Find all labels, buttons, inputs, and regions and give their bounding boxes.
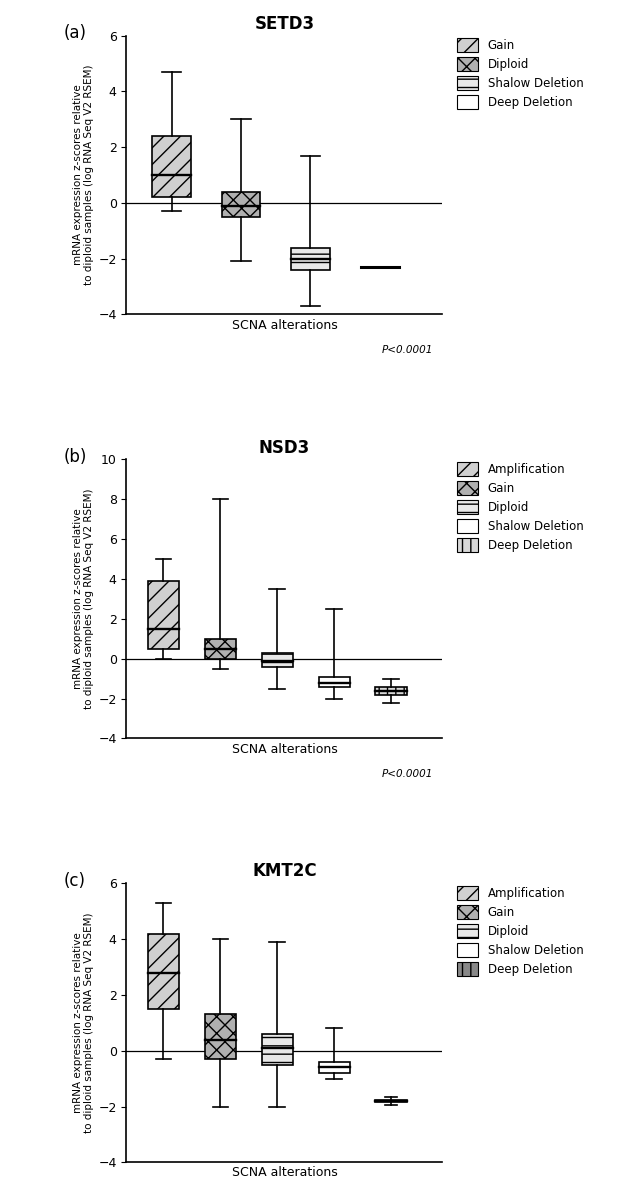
Bar [319,1061,350,1073]
Text: (b): (b) [63,448,87,466]
Text: (c): (c) [63,872,85,891]
Text: (a): (a) [63,25,86,43]
Text: P<0.0001: P<0.0001 [382,769,433,779]
Bar [262,1034,293,1065]
Bar [148,933,179,1009]
X-axis label: SCNA alterations: SCNA alterations [231,742,337,755]
Bar [205,639,236,658]
Legend: Gain, Diploid, Shalow Deletion, Deep Deletion: Gain, Diploid, Shalow Deletion, Deep Del… [454,36,586,111]
Title: SETD3: SETD3 [254,14,315,33]
Bar [205,1014,236,1059]
Bar [319,677,350,687]
Bar [152,136,191,197]
Y-axis label: mRNA expression z-scores relative
to diploid samples (log RNA Seq V2 RSEM): mRNA expression z-scores relative to dip… [73,912,94,1133]
Title: KMT2C: KMT2C [252,862,317,880]
X-axis label: SCNA alterations: SCNA alterations [231,319,337,332]
Legend: Amplification, Gain, Diploid, Shalow Deletion, Deep Deletion: Amplification, Gain, Diploid, Shalow Del… [454,460,586,555]
Bar [222,192,260,217]
Bar [262,652,293,667]
Bar [375,1099,407,1102]
X-axis label: SCNA alterations: SCNA alterations [231,1167,337,1179]
Title: NSD3: NSD3 [258,439,310,457]
Bar [375,687,407,695]
Bar [148,581,179,649]
Bar [291,248,329,270]
Y-axis label: mRNA expression z-scores relative
to diploid samples (log RNA Seq V2 RSEM): mRNA expression z-scores relative to dip… [73,65,94,286]
Legend: Amplification, Gain, Diploid, Shalow Deletion, Deep Deletion: Amplification, Gain, Diploid, Shalow Del… [454,884,586,978]
Text: P<0.0001: P<0.0001 [382,345,433,355]
Y-axis label: mRNA expression z-scores relative
to diploid samples (log RNA Seq V2 RSEM): mRNA expression z-scores relative to dip… [73,489,94,709]
